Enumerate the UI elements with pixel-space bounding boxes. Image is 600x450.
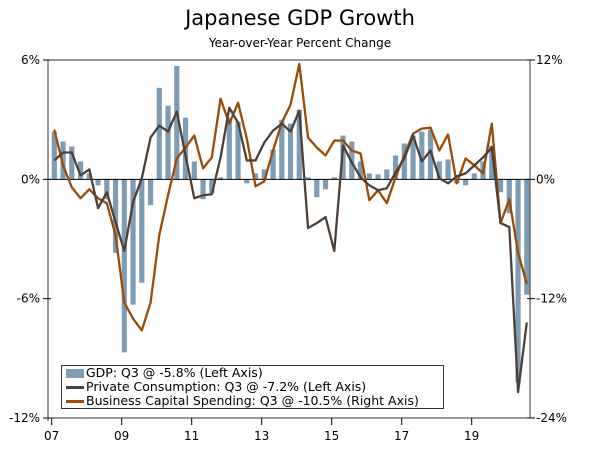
gdp-bar [489, 145, 495, 180]
gdp-bar [226, 117, 232, 180]
x-tick-label: 15 [324, 429, 339, 443]
gdp-bar [279, 119, 285, 180]
right-tick-label: -24% [536, 411, 567, 425]
gdp-bar [130, 179, 136, 305]
gdp-bar [270, 149, 276, 180]
gdp-bar [366, 173, 372, 180]
legend-label-gdp: GDP: Q3 @ -5.8% (Left Axis) [86, 365, 263, 380]
gdp-bar [191, 161, 197, 180]
gdp-bar [104, 179, 110, 200]
gdp-bar [51, 131, 57, 180]
right-tick-label: 0% [536, 172, 555, 186]
right-tick-label: 12% [536, 53, 563, 67]
gdp-bar [217, 177, 224, 180]
gdp-bar [322, 179, 329, 190]
gdp-bar [60, 141, 66, 180]
gdp-bar [287, 123, 294, 180]
gdp-bar [139, 179, 145, 283]
gdp-bar [147, 179, 154, 206]
legend: GDP: Q3 @ -5.8% (Left Axis) Private Cons… [61, 365, 444, 409]
legend-item-consumption: Private Consumption: Q3 @ -7.2% (Left Ax… [66, 380, 439, 394]
x-tick-label: 09 [114, 429, 129, 443]
gdp-bar [401, 143, 407, 180]
gdp-bar [252, 173, 259, 180]
gdp-bar [296, 109, 302, 180]
x-tick-label: 11 [184, 429, 199, 443]
gdp-bar [410, 135, 416, 180]
gdp-bar [244, 179, 250, 184]
left-tick-label: -6% [17, 292, 40, 306]
legend-item-gdp: GDP: Q3 @ -5.8% (Left Axis) [66, 366, 439, 380]
legend-label-consumption: Private Consumption: Q3 @ -7.2% (Left Ax… [86, 379, 367, 394]
gdp-bar [156, 87, 162, 180]
legend-label-capex: Business Capital Spending: Q3 @ -10.5% (… [86, 393, 419, 408]
gdp-bar [515, 179, 521, 383]
gdp-bar [86, 173, 92, 180]
gdp-bar [392, 155, 399, 180]
legend-item-capex: Business Capital Spending: Q3 @ -10.5% (… [66, 394, 439, 408]
x-tick-label: 07 [44, 429, 59, 443]
gdp-bar [357, 161, 364, 180]
gdp-bar [200, 179, 206, 200]
gdp-bar [471, 173, 477, 180]
gdp-bar [462, 179, 469, 186]
gdp-bar [436, 161, 442, 180]
x-tick-label: 13 [254, 429, 269, 443]
gdp-bar [445, 159, 451, 180]
gdp-bar [497, 179, 504, 193]
gdp-bar [235, 121, 241, 180]
gdp-bar [314, 179, 320, 198]
right-tick-label: -12% [536, 292, 567, 306]
gdp-bar [384, 169, 390, 180]
gdp-bar [331, 177, 337, 180]
gdp-bar [427, 129, 434, 180]
gdp-bar [419, 131, 425, 180]
x-tick-label: 19 [464, 429, 479, 443]
gdp-bar [121, 179, 127, 353]
gdp-bar [305, 177, 311, 180]
x-tick-label: 17 [394, 429, 409, 443]
consumption-line [53, 106, 528, 394]
gdp-bar [69, 146, 75, 180]
left-tick-label: 6% [21, 53, 40, 67]
chart-subtitle: Year-over-Year Percent Change [208, 36, 392, 50]
gdp-bar [524, 179, 530, 295]
gdp-bar [112, 179, 119, 253]
gdp-bar [506, 179, 512, 214]
legend-swatch-capex [66, 399, 84, 403]
legend-swatch-gdp [66, 368, 84, 378]
gdp-bar [95, 179, 101, 186]
legend-swatch-consumption [66, 385, 84, 389]
gdp-bar [209, 179, 215, 194]
left-tick-label: -12% [9, 411, 40, 425]
gdp-bar [165, 105, 171, 180]
gdp-bar [77, 161, 84, 180]
gdp-bar [174, 65, 180, 180]
gdp-bar [261, 169, 267, 180]
left-tick-label: 0% [21, 172, 40, 186]
gdp-bar [375, 174, 381, 180]
capex-line [53, 62, 528, 332]
chart-title: Japanese GDP Growth [185, 6, 415, 30]
